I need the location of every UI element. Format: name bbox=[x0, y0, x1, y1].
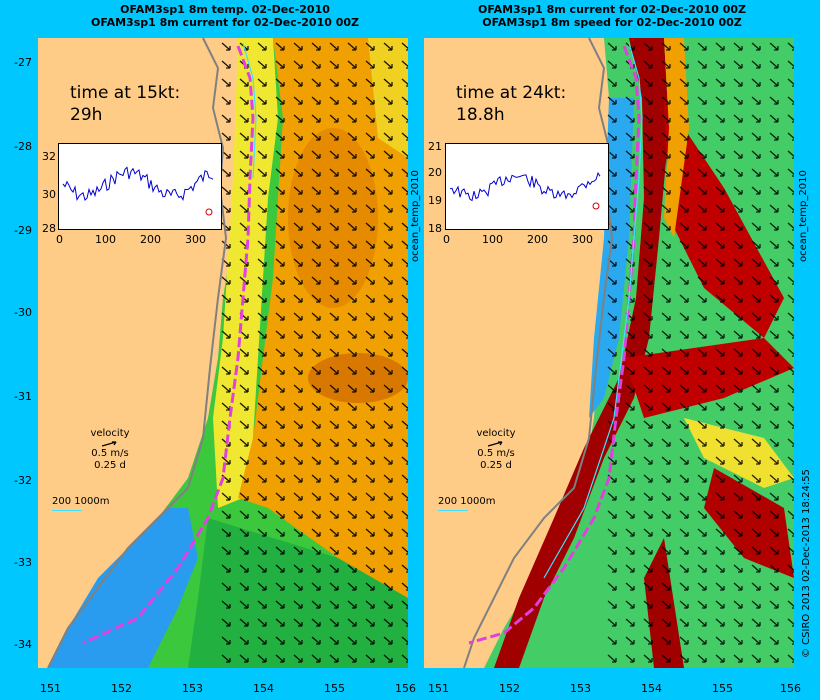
right-time-line2: 18.8h bbox=[456, 105, 505, 125]
left-time-line2: 29h bbox=[70, 105, 103, 125]
right-title-line2: OFAM3sp1 8m speed for 02-Dec-2010 00Z bbox=[482, 16, 742, 29]
left-time-label: time at 15kt: 29h bbox=[70, 82, 180, 126]
left-inset-marker bbox=[205, 208, 213, 216]
left-map-svg bbox=[47, 38, 408, 668]
left-cool-coast bbox=[48, 508, 198, 668]
right-title-line1: OFAM3sp1 8m current for 02-Dec-2010 00Z bbox=[477, 3, 747, 16]
lat-tick-5: -32 bbox=[14, 474, 32, 487]
right-inset-xtick-0: 0 bbox=[443, 233, 450, 246]
right-time-line1: time at 24kt: bbox=[456, 83, 567, 103]
lon-tick-left-4: 155 bbox=[324, 682, 345, 695]
credit-text: © CSIRO 2013 02-Dec-2013 18:24:55 bbox=[801, 469, 812, 658]
left-time-line1: time at 15kt: bbox=[70, 83, 181, 103]
left-inset-svg bbox=[62, 166, 214, 216]
left-isobath-line bbox=[242, 42, 257, 179]
right-inset-ytick-3: 18 bbox=[428, 222, 442, 235]
lon-tick-left-1: 152 bbox=[111, 682, 132, 695]
right-inset-xtick-3: 300 bbox=[572, 233, 593, 246]
left-inset-xtick-3: 300 bbox=[185, 233, 206, 246]
right-map-svg bbox=[463, 38, 794, 668]
right-inset-svg bbox=[449, 171, 601, 210]
left-velocity-label: velocity bbox=[90, 428, 130, 439]
right-velocity-legend: velocity 0.5 m/s 0.25 d bbox=[466, 428, 526, 472]
left-velocity-arrows bbox=[218, 38, 408, 668]
lon-tick-left-5: 156 bbox=[395, 682, 416, 695]
right-inset-ytick-1: 20 bbox=[428, 166, 442, 179]
right-panel-title: OFAM3sp1 8m current for 02-Dec-2010 00Z … bbox=[422, 3, 802, 29]
left-inset-ytick-1: 30 bbox=[42, 188, 56, 201]
lon-tick-right-1: 152 bbox=[499, 682, 520, 695]
left-isobath-swatch bbox=[52, 510, 82, 511]
right-coastline bbox=[463, 38, 614, 668]
left-ship-track bbox=[82, 45, 255, 645]
left-panel-title: OFAM3sp1 8m temp. 02-Dec-2010 OFAM3sp1 8… bbox=[40, 3, 410, 29]
lat-tick-6: -33 bbox=[14, 556, 32, 569]
lat-tick-1: -28 bbox=[14, 140, 32, 153]
right-velocity-label: velocity bbox=[476, 428, 516, 439]
lon-tick-right-3: 154 bbox=[641, 682, 662, 695]
left-time-scale-label: 0.25 d bbox=[94, 460, 126, 471]
lat-tick-3: -30 bbox=[14, 306, 32, 319]
lon-tick-right-0: 151 bbox=[428, 682, 449, 695]
left-inset-xtick-0: 0 bbox=[56, 233, 63, 246]
right-isobath-line bbox=[543, 42, 643, 579]
left-inset-ytick-2: 28 bbox=[42, 222, 56, 235]
right-map-panel bbox=[424, 38, 794, 668]
left-inset-xtick-2: 200 bbox=[140, 233, 161, 246]
right-time-label: time at 24kt: 18.8h bbox=[456, 82, 566, 126]
left-velocity-legend: velocity 0.5 m/s 0.25 d bbox=[80, 428, 140, 472]
left-colorbar-label: ocean_temp_2010 bbox=[410, 170, 421, 262]
left-inset-ytick-0: 32 bbox=[42, 150, 56, 163]
right-time-scale-label: 0.25 d bbox=[480, 460, 512, 471]
left-isobath-legend: 200 1000m bbox=[52, 496, 110, 507]
left-coastline bbox=[47, 38, 228, 668]
right-velocity-arrow-icon bbox=[466, 440, 526, 448]
lat-tick-4: -31 bbox=[14, 390, 32, 403]
lon-tick-left-2: 153 bbox=[182, 682, 203, 695]
right-isobath-legend: 200 1000m bbox=[438, 496, 496, 507]
right-inset-chart bbox=[445, 143, 609, 230]
left-title-line1: OFAM3sp1 8m temp. 02-Dec-2010 bbox=[120, 3, 330, 16]
left-map-panel bbox=[38, 38, 408, 668]
right-isobath-swatch bbox=[438, 510, 468, 511]
right-inset-marker bbox=[592, 202, 600, 210]
right-velocity-arrows bbox=[604, 38, 794, 668]
right-speed-label: 0.5 m/s bbox=[477, 448, 515, 459]
right-inset-xtick-1: 100 bbox=[482, 233, 503, 246]
left-inset-chart bbox=[58, 143, 222, 230]
right-inset-ytick-2: 19 bbox=[428, 194, 442, 207]
lon-tick-left-0: 151 bbox=[40, 682, 61, 695]
lat-tick-0: -27 bbox=[14, 56, 32, 69]
lat-tick-2: -29 bbox=[14, 224, 32, 237]
lon-tick-right-5: 156 bbox=[780, 682, 801, 695]
right-inset-series bbox=[449, 171, 601, 202]
lon-tick-right-2: 153 bbox=[570, 682, 591, 695]
right-inset-ytick-0: 21 bbox=[428, 140, 442, 153]
left-title-line2: OFAM3sp1 8m current for 02-Dec-2010 00Z bbox=[90, 16, 360, 29]
lon-tick-left-3: 154 bbox=[253, 682, 274, 695]
left-inset-series bbox=[62, 166, 214, 202]
right-ship-track bbox=[468, 45, 641, 645]
left-speed-label: 0.5 m/s bbox=[91, 448, 129, 459]
right-colorbar-label: ocean_temp_2010 bbox=[798, 170, 809, 262]
left-inset-xtick-1: 100 bbox=[95, 233, 116, 246]
lat-tick-7: -34 bbox=[14, 638, 32, 651]
left-velocity-arrow-icon bbox=[80, 440, 140, 448]
lon-tick-right-4: 155 bbox=[712, 682, 733, 695]
right-inset-xtick-2: 200 bbox=[527, 233, 548, 246]
